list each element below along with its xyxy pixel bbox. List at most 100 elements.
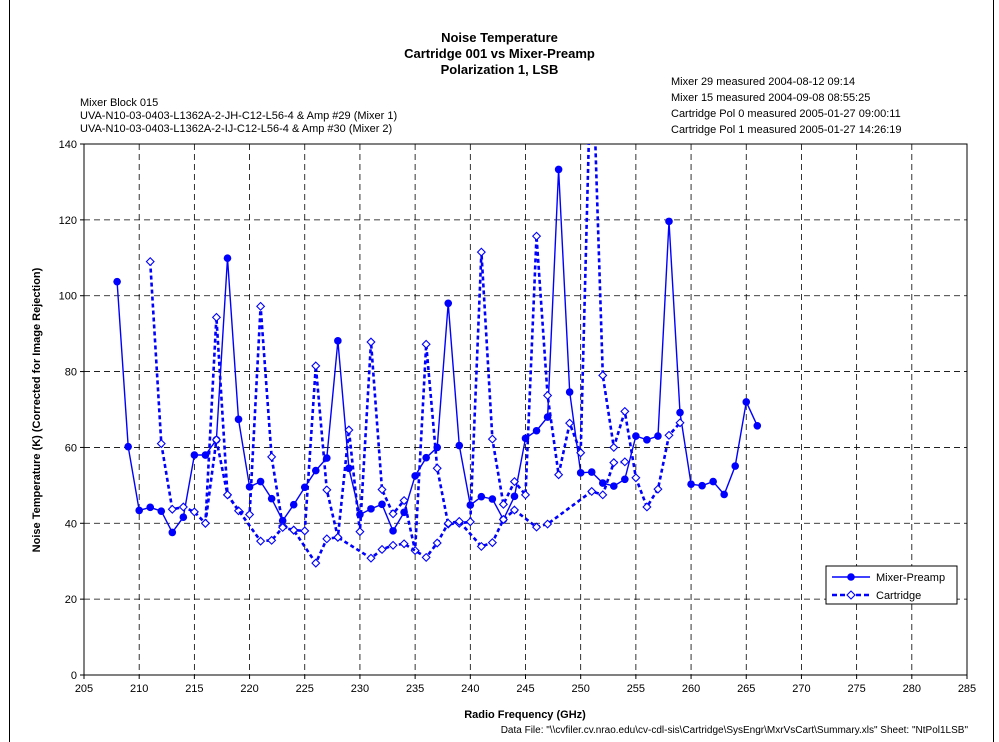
y-tick-label: 0 xyxy=(71,670,77,682)
x-tick-label: 205 xyxy=(75,683,93,695)
right-note-3: Cartridge Pol 0 measured 2005-01-27 09:0… xyxy=(671,108,901,120)
right-note-1: Mixer 29 measured 2004-08-12 09:14 xyxy=(671,76,856,88)
data-point-cartridge xyxy=(609,442,619,453)
data-point-cartridge xyxy=(167,504,177,514)
chart-title-line-1: Noise Temperature xyxy=(441,30,558,45)
data-point-mixer-preamp xyxy=(422,453,430,462)
left-note-2: UVA-N10-03-0403-L1362A-2-JH-C12-L56-4 & … xyxy=(80,110,398,122)
data-point-mixer-preamp xyxy=(146,503,155,512)
data-point-mixer-preamp xyxy=(532,426,541,435)
data-point-cartridge xyxy=(476,541,486,551)
data-point-mixer-preamp xyxy=(168,528,177,537)
legend-box xyxy=(825,565,958,605)
data-point-cartridge xyxy=(377,484,387,495)
x-tick-label: 240 xyxy=(461,683,479,695)
data-point-mixer-preamp xyxy=(179,513,188,522)
x-tick-label: 225 xyxy=(296,683,314,695)
x-tick-label: 250 xyxy=(572,683,590,695)
data-point-mixer-preamp xyxy=(676,408,684,417)
x-tick-label: 255 xyxy=(627,683,645,695)
data-point-cartridge xyxy=(531,231,542,241)
x-axis-label: Radio Frequency (GHz) xyxy=(464,709,586,721)
data-point-cartridge xyxy=(178,502,188,512)
data-point-cartridge xyxy=(322,485,332,495)
data-point-cartridge xyxy=(653,484,663,494)
data-point-mixer-preamp xyxy=(632,432,640,440)
data-point-mixer-preamp xyxy=(124,442,132,451)
data-point-cartridge xyxy=(487,538,497,548)
data-point-cartridge xyxy=(278,522,288,533)
x-tick-label: 285 xyxy=(958,683,976,695)
x-tick-label: 210 xyxy=(130,683,148,695)
data-point-cartridge xyxy=(421,339,431,349)
y-tick-label: 140 xyxy=(59,139,77,151)
data-point-cartridge xyxy=(565,418,575,428)
data-point-mixer-preamp xyxy=(267,494,276,503)
x-tick-label: 215 xyxy=(185,683,203,695)
legend-marker-cartridge xyxy=(846,590,856,600)
data-point-cartridge xyxy=(542,390,553,401)
legend-marker-mixer-preamp xyxy=(847,573,855,581)
data-point-cartridge xyxy=(211,312,222,322)
x-tick-label: 220 xyxy=(240,683,258,695)
data-point-mixer-preamp xyxy=(201,451,210,459)
y-tick-label: 40 xyxy=(65,518,77,530)
data-point-mixer-preamp xyxy=(587,468,596,476)
data-point-cartridge xyxy=(588,26,596,34)
data-point-mixer-preamp xyxy=(113,277,121,286)
data-point-cartridge xyxy=(145,257,155,267)
data-point-cartridge xyxy=(222,490,233,500)
y-axis-label: Noise Temperature (K) (Corrected for Ima… xyxy=(31,267,43,552)
data-point-cartridge xyxy=(256,301,266,311)
data-point-cartridge xyxy=(598,490,608,500)
data-point-mixer-preamp xyxy=(576,469,585,477)
tick-layer: 205 210 215 220 225 230 235 240 245 250 255 260 265 2… xyxy=(59,139,977,695)
series-layer xyxy=(113,26,762,568)
data-point-mixer-preamp xyxy=(256,477,265,486)
data-point-cartridge xyxy=(311,361,321,371)
data-point-cartridge xyxy=(498,499,509,509)
data-point-cartridge xyxy=(554,470,564,480)
data-point-mixer-preamp xyxy=(554,165,563,174)
data-point-cartridge xyxy=(675,418,685,428)
data-point-cartridge xyxy=(642,502,652,512)
data-point-mixer-preamp xyxy=(289,500,298,509)
data-point-cartridge xyxy=(399,495,409,506)
data-point-cartridge xyxy=(609,458,619,468)
legend: Mixer-Preamp Cartridge xyxy=(825,565,958,605)
data-point-mixer-preamp xyxy=(345,464,353,473)
data-point-cartridge xyxy=(620,457,630,467)
data-point-cartridge xyxy=(454,516,464,526)
data-point-cartridge xyxy=(211,435,222,445)
legend-label-mixer-preamp: Mixer-Preamp xyxy=(876,572,945,584)
data-point-mixer-preamp xyxy=(223,254,232,262)
data-point-cartridge xyxy=(366,553,376,563)
data-point-mixer-preamp xyxy=(135,506,143,515)
data-point-cartridge xyxy=(498,514,509,525)
data-file-footer: Data File: "\\cvfiler.cv.nrao.edu\cv-cdl… xyxy=(501,725,969,736)
chart-title-line-2: Cartridge 001 vs Mixer-Preamp xyxy=(404,46,595,61)
y-tick-label: 60 xyxy=(65,442,77,454)
x-tick-label: 270 xyxy=(792,683,810,695)
data-point-cartridge xyxy=(189,507,199,517)
data-point-cartridge xyxy=(465,517,475,527)
data-point-cartridge xyxy=(542,519,553,529)
legend-label-cartridge: Cartridge xyxy=(876,590,921,602)
right-note-4: Cartridge Pol 1 measured 2005-01-27 14:2… xyxy=(671,124,902,136)
data-point-mixer-preamp xyxy=(598,479,607,487)
data-point-mixer-preamp xyxy=(742,398,751,406)
right-note-2: Mixer 15 measured 2004-09-08 08:55:25 xyxy=(671,92,871,104)
data-point-mixer-preamp xyxy=(334,337,342,345)
data-point-mixer-preamp xyxy=(621,475,629,484)
x-tick-label: 230 xyxy=(351,683,369,695)
data-point-mixer-preamp xyxy=(643,436,651,444)
data-point-cartridge xyxy=(421,552,431,562)
left-note-3: UVA-N10-03-0403-L1362A-2-IJ-C12-L56-4 & … xyxy=(80,123,393,135)
data-point-mixer-preamp xyxy=(698,481,706,490)
data-point-cartridge xyxy=(432,463,442,473)
data-point-cartridge xyxy=(377,544,387,555)
data-point-mixer-preamp xyxy=(157,507,166,515)
data-point-cartridge xyxy=(620,406,630,416)
data-point-mixer-preamp xyxy=(610,482,618,490)
data-point-mixer-preamp xyxy=(709,477,717,486)
